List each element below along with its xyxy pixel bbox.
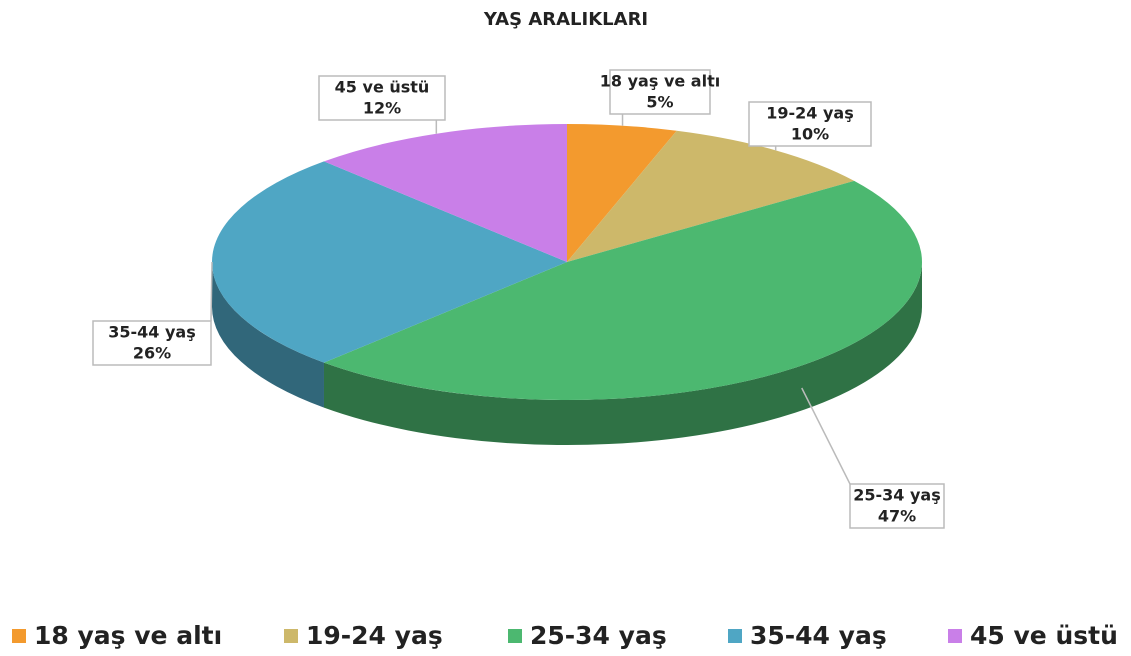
legend-label: 45 ve üstü — [970, 621, 1118, 650]
leader-line — [210, 261, 213, 322]
slice — [323, 180, 923, 401]
label-category: 45 ve üstü — [335, 78, 430, 97]
slice-side — [323, 262, 922, 445]
label-category: 25-34 yaş — [853, 486, 941, 505]
chart-title: YAŞ ARALIKLARI — [483, 9, 648, 30]
legend-swatch — [284, 629, 298, 643]
legend-label: 19-24 yaş — [306, 621, 443, 650]
legend-swatch — [12, 629, 26, 643]
slice — [211, 161, 567, 363]
legend-label: 18 yaş ve altı — [34, 621, 222, 650]
label-box — [849, 483, 945, 529]
label-value: 5% — [646, 93, 673, 112]
legend-label: 35-44 yaş — [750, 621, 887, 650]
slice — [323, 124, 567, 262]
legend-label: 25-34 yaş — [530, 621, 667, 650]
label-value: 10% — [791, 125, 829, 144]
label-box — [92, 320, 212, 366]
label-category: 35-44 yaş — [108, 323, 196, 342]
label-category: 18 yaş ve altı — [600, 72, 720, 91]
legend-swatch — [508, 629, 522, 643]
label-box — [318, 75, 446, 121]
legend-swatch — [948, 629, 962, 643]
slice — [567, 124, 677, 262]
slice — [567, 130, 855, 262]
label-box — [748, 101, 872, 147]
label-value: 47% — [878, 507, 916, 526]
legend-swatch — [728, 629, 742, 643]
label-value: 26% — [133, 344, 171, 363]
slice-side — [212, 262, 324, 408]
label-category: 19-24 yaş — [766, 104, 854, 123]
leader-line — [801, 387, 851, 485]
label-value: 12% — [363, 99, 401, 118]
label-box — [609, 69, 711, 115]
